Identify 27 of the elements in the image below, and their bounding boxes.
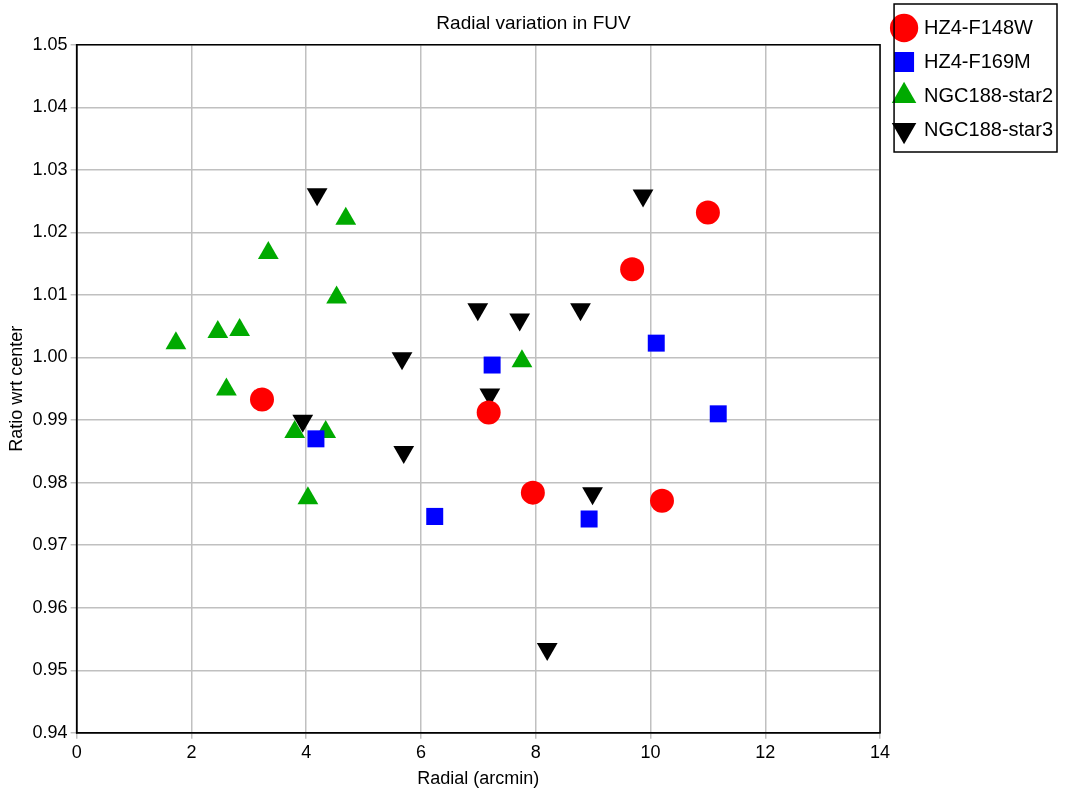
y-tick-label: 1.02 bbox=[32, 221, 68, 242]
legend-label: NGC188-star2 bbox=[924, 83, 1053, 106]
x-tick-label: 2 bbox=[186, 741, 197, 762]
y-tick-label: 1.01 bbox=[32, 283, 68, 304]
y-tick-label: 1.04 bbox=[32, 96, 68, 117]
y-tick-label: 0.95 bbox=[32, 659, 68, 680]
x-tick-label: 6 bbox=[415, 741, 426, 762]
y-tick-label: 0.99 bbox=[32, 409, 68, 430]
legend-label: NGC188-star3 bbox=[924, 117, 1053, 140]
y-axis-title: Ratio wrt center bbox=[5, 325, 26, 452]
x-tick-label: 4 bbox=[301, 741, 312, 762]
x-tick-label: 12 bbox=[755, 741, 776, 762]
x-axis-title: Radial (arcmin) bbox=[417, 768, 540, 789]
y-tick-label: 1.03 bbox=[32, 158, 68, 179]
legend-label: HZ4-F169M bbox=[924, 49, 1031, 72]
y-tick-label: 0.94 bbox=[32, 721, 68, 742]
chart-title: Radial variation in FUV bbox=[436, 11, 631, 33]
y-tick-label: 0.98 bbox=[32, 471, 68, 492]
x-tick-label: 10 bbox=[640, 741, 661, 762]
y-tick-label: 0.96 bbox=[32, 596, 68, 617]
x-tick-label: 14 bbox=[870, 741, 891, 762]
y-tick-label: 0.97 bbox=[32, 534, 68, 555]
legend-label: HZ4-F148W bbox=[924, 15, 1034, 38]
y-tick-label: 1.05 bbox=[32, 33, 68, 54]
x-tick-label: 0 bbox=[71, 741, 82, 762]
x-tick-label: 8 bbox=[530, 741, 541, 762]
y-tick-label: 1.00 bbox=[32, 346, 68, 367]
